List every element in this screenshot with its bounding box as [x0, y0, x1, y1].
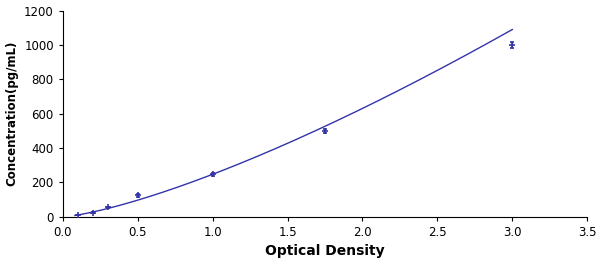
- X-axis label: Optical Density: Optical Density: [265, 244, 385, 258]
- Y-axis label: Concentration(pg/mL): Concentration(pg/mL): [5, 41, 19, 186]
